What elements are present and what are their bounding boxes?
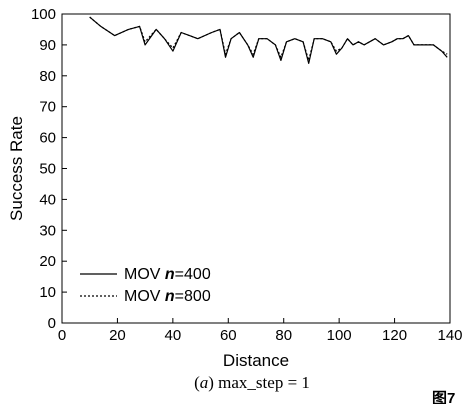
legend-label-mov-n800: MOV n=800 (124, 288, 211, 305)
y-axis-ticks: 0 10 20 30 40 50 60 70 80 90 100 (31, 6, 67, 332)
legend-label-suffix: =800 (175, 288, 211, 305)
x-tick-label: 0 (58, 327, 66, 344)
series-line-mov-n400 (89, 16, 448, 65)
x-tick-label: 120 (382, 327, 407, 344)
x-tick-label: 140 (437, 327, 462, 344)
x-axis-ticks: 0 20 40 60 80 100 120 140 (58, 318, 463, 344)
caption-letter: a (200, 373, 209, 392)
x-tick-label: 20 (109, 327, 126, 344)
y-tick-label: 100 (31, 6, 56, 23)
x-tick-label: 100 (327, 327, 352, 344)
y-tick-label: 60 (39, 130, 56, 147)
caption-suffix: ) max_step = 1 (208, 373, 310, 392)
y-tick-label: 70 (39, 99, 56, 116)
y-tick-label: 80 (39, 68, 56, 85)
x-tick-label: 80 (275, 327, 292, 344)
y-tick-label: 0 (48, 315, 56, 332)
figure-caption: (a) max_step = 1 (194, 373, 310, 392)
y-axis-title: Success Rate (7, 116, 26, 221)
series-layer (89, 16, 448, 65)
plot-area-frame (61, 13, 451, 324)
caption-prefix: ( (194, 373, 200, 392)
legend-label-prefix: MOV (124, 288, 165, 305)
y-tick-label: 90 (39, 37, 56, 54)
legend-label-prefix: MOV (124, 266, 165, 283)
y-tick-label: 10 (39, 284, 56, 301)
y-tick-label: 50 (39, 161, 56, 178)
legend-label-suffix: =400 (175, 266, 211, 283)
figure-number-label: 图7 (432, 390, 455, 404)
x-tick-label: 40 (165, 327, 182, 344)
legend: MOV n=400 MOV n=800 (80, 266, 211, 305)
y-tick-label: 30 (39, 222, 56, 239)
y-tick-label: 20 (39, 253, 56, 270)
x-tick-label: 60 (220, 327, 237, 344)
legend-label-mov-n400: MOV n=400 (124, 266, 211, 283)
y-tick-label: 40 (39, 191, 56, 208)
legend-label-variable: n (165, 266, 175, 283)
legend-label-variable: n (165, 288, 175, 305)
x-axis-title: Distance (223, 351, 289, 370)
